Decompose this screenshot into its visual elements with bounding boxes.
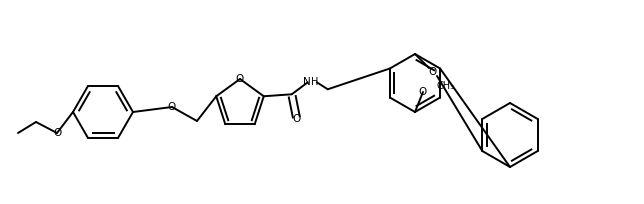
Text: O: O: [168, 102, 176, 112]
Text: O: O: [53, 128, 61, 138]
Text: O: O: [236, 74, 244, 84]
Text: N: N: [303, 77, 310, 87]
Text: CH₃: CH₃: [437, 81, 455, 91]
Text: H: H: [311, 77, 319, 87]
Text: O: O: [419, 87, 427, 97]
Text: O: O: [429, 67, 437, 77]
Text: O: O: [292, 114, 301, 124]
